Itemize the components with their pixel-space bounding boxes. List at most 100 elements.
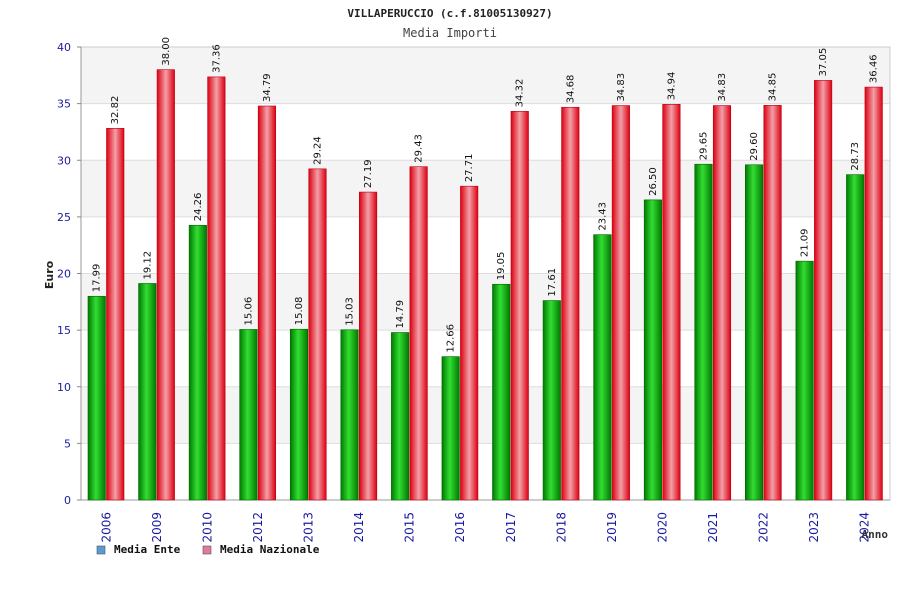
x-tick-label-2014: 2014: [352, 512, 366, 543]
x-tick-label-2024: 2024: [858, 512, 872, 543]
bar-media-ente-2018: [542, 300, 561, 501]
x-axis-ticks: 2006 2009 2010 2012 2013 2014 2015 2016 2017 2018…: [99, 512, 871, 543]
bar-media-nazionale-2006: [106, 128, 125, 501]
data-label-media-ente-2018: 17.61: [547, 268, 558, 297]
data-label-media-nazionale-2015: 29.43: [414, 134, 425, 163]
bars: [87, 69, 883, 501]
bar-media-ente-2012: [239, 329, 258, 501]
x-axis-label: Anno: [862, 528, 889, 541]
bar-media-nazionale-2017: [510, 111, 529, 501]
data-label-media-ente-2010: 24.26: [193, 193, 204, 222]
bar-media-nazionale-2016: [460, 185, 479, 501]
data-label-media-nazionale-2020: 34.94: [666, 72, 677, 101]
data-label-media-ente-2024: 28.73: [850, 142, 861, 171]
legend-swatch-media-ente: [96, 545, 106, 555]
data-label-media-ente-2015: 14.79: [395, 300, 406, 329]
data-label-media-nazionale-2023: 37.05: [818, 48, 829, 77]
data-label-media-ente-2022: 29.60: [749, 132, 760, 161]
x-tick-label-2016: 2016: [453, 512, 467, 543]
data-label-media-nazionale-2024: 36.46: [869, 54, 880, 83]
data-label-media-nazionale-2010: 37.36: [211, 44, 222, 73]
x-tick-label-2020: 2020: [655, 512, 669, 543]
bar-media-nazionale-2022: [763, 105, 782, 501]
data-label-media-nazionale-2021: 34.83: [717, 73, 728, 102]
bar-media-nazionale-2020: [662, 104, 681, 501]
bar-media-ente-2014: [340, 329, 359, 501]
bar-media-ente-2013: [289, 328, 309, 501]
y-tick-label: 30: [57, 154, 71, 167]
data-label-media-ente-2023: 21.09: [800, 229, 811, 258]
y-tick-label: 40: [57, 41, 71, 54]
data-label-media-ente-2020: 26.50: [648, 167, 659, 196]
bar-media-nazionale-2009: [156, 69, 175, 501]
bar-media-nazionale-2012: [257, 105, 276, 501]
bar-media-nazionale-2021: [712, 105, 732, 501]
y-tick-label: 35: [57, 98, 71, 111]
x-tick-label-2015: 2015: [403, 512, 417, 543]
data-label-media-ente-2013: 15.08: [294, 297, 305, 326]
data-label-media-nazionale-2016: 27.71: [464, 154, 475, 183]
x-tick-label-2012: 2012: [251, 512, 265, 543]
data-label-media-nazionale-2017: 34.32: [515, 79, 526, 108]
data-labels: 17.99 32.82 19.12 38.00 24.26 37.36 15.06 34.79…: [92, 37, 880, 353]
bar-media-nazionale-2015: [409, 166, 428, 501]
x-tick-label-2009: 2009: [150, 512, 164, 543]
y-tick-label: 0: [64, 494, 71, 507]
y-tick-label: 25: [57, 211, 71, 224]
y-tick-label: 5: [64, 437, 71, 450]
bar-media-ente-2009: [138, 283, 157, 501]
data-label-media-ente-2019: 23.43: [597, 202, 608, 231]
bar-media-ente-2015: [391, 332, 410, 501]
data-label-media-ente-2016: 12.66: [446, 324, 457, 353]
y-tick-label: 10: [57, 381, 71, 394]
legend-label-media-nazionale: Media Nazionale: [220, 543, 320, 556]
y-tick-label: 15: [57, 324, 71, 337]
chart-subtitle: Media Importi: [403, 26, 497, 40]
bar-media-ente-2020: [643, 199, 662, 501]
data-label-media-nazionale-2013: 29.24: [313, 136, 324, 165]
y-axis-label: Euro: [43, 260, 56, 289]
x-tick-label-2019: 2019: [605, 512, 619, 543]
data-label-media-nazionale-2012: 34.79: [262, 73, 273, 102]
data-label-media-nazionale-2009: 38.00: [161, 37, 172, 66]
bar-media-nazionale-2018: [561, 106, 580, 501]
data-label-media-ente-2012: 15.06: [243, 297, 254, 326]
bar-media-ente-2024: [846, 174, 865, 501]
bar-media-ente-2022: [745, 164, 764, 501]
data-label-media-ente-2017: 19.05: [496, 252, 507, 281]
x-tick-label-2021: 2021: [706, 512, 720, 543]
chart-title: VILLAPERUCCIO (c.f.81005130927): [347, 7, 552, 20]
data-label-media-ente-2021: 29.65: [699, 132, 710, 161]
bar-media-ente-2006: [87, 295, 106, 501]
y-axis-ticks: 0 5 10 15 20 25 30 35 40: [57, 41, 81, 507]
data-label-media-nazionale-2022: 34.85: [768, 73, 779, 102]
bar-media-nazionale-2023: [814, 80, 833, 501]
legend-swatch-media-nazionale: [202, 545, 212, 555]
x-tick-label-2018: 2018: [554, 512, 568, 543]
data-label-media-ente-2006: 17.99: [92, 264, 103, 293]
legend-label-media-ente: Media Ente: [114, 543, 181, 556]
bar-media-ente-2010: [188, 224, 207, 501]
bar-media-nazionale-2019: [611, 105, 630, 501]
x-tick-label-2006: 2006: [99, 512, 113, 543]
y-tick-label: 20: [57, 268, 71, 281]
x-tick-label-2013: 2013: [302, 512, 316, 543]
data-label-media-ente-2009: 19.12: [142, 251, 153, 280]
x-tick-label-2022: 2022: [757, 512, 771, 543]
bar-media-nazionale-2024: [864, 86, 883, 501]
data-label-media-nazionale-2019: 34.83: [616, 73, 627, 102]
data-label-media-ente-2014: 15.03: [345, 297, 356, 326]
legend: Media Ente Media Nazionale: [96, 543, 320, 556]
bar-media-ente-2016: [441, 356, 460, 501]
bar-media-nazionale-2010: [207, 76, 226, 501]
x-tick-label-2010: 2010: [200, 512, 214, 543]
bar-media-nazionale-2013: [308, 168, 327, 501]
data-label-media-nazionale-2018: 34.68: [565, 75, 576, 104]
bar-media-ente-2021: [694, 163, 713, 501]
data-label-media-nazionale-2014: 27.19: [363, 159, 374, 188]
x-tick-label-2017: 2017: [504, 512, 518, 543]
bar-media-ente-2023: [795, 260, 814, 501]
bar-media-ente-2017: [492, 283, 511, 501]
